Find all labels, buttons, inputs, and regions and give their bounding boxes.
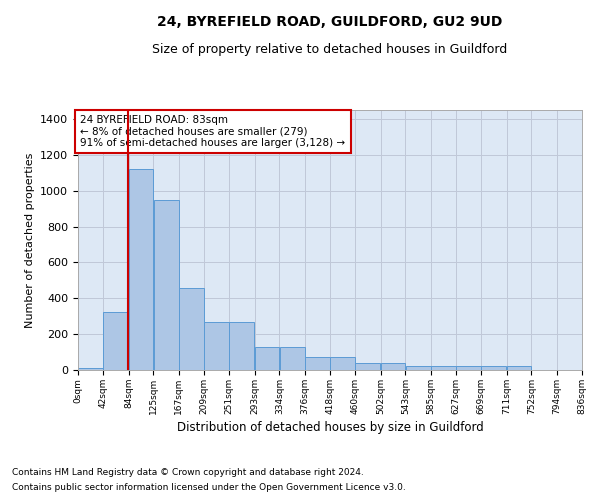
- Text: 24 BYREFIELD ROAD: 83sqm
← 8% of detached houses are smaller (279)
91% of semi-d: 24 BYREFIELD ROAD: 83sqm ← 8% of detache…: [80, 115, 346, 148]
- Text: Distribution of detached houses by size in Guildford: Distribution of detached houses by size …: [176, 421, 484, 434]
- Bar: [355, 363, 380, 370]
- Bar: [280, 346, 305, 370]
- Bar: [381, 363, 405, 370]
- Bar: [129, 169, 153, 370]
- Bar: [103, 312, 128, 370]
- Bar: [431, 366, 456, 370]
- Bar: [204, 322, 229, 370]
- Text: Size of property relative to detached houses in Guildford: Size of property relative to detached ho…: [152, 42, 508, 56]
- Y-axis label: Number of detached properties: Number of detached properties: [25, 152, 35, 328]
- Bar: [305, 358, 330, 370]
- Bar: [255, 346, 279, 370]
- Bar: [78, 368, 103, 370]
- Text: Contains HM Land Registry data © Crown copyright and database right 2024.: Contains HM Land Registry data © Crown c…: [12, 468, 364, 477]
- Text: 24, BYREFIELD ROAD, GUILDFORD, GU2 9UD: 24, BYREFIELD ROAD, GUILDFORD, GU2 9UD: [157, 15, 503, 29]
- Bar: [507, 366, 531, 370]
- Bar: [330, 358, 355, 370]
- Bar: [229, 322, 254, 370]
- Bar: [154, 200, 179, 370]
- Bar: [481, 366, 506, 370]
- Bar: [406, 366, 431, 370]
- Bar: [456, 366, 481, 370]
- Text: Contains public sector information licensed under the Open Government Licence v3: Contains public sector information licen…: [12, 483, 406, 492]
- Bar: [179, 288, 204, 370]
